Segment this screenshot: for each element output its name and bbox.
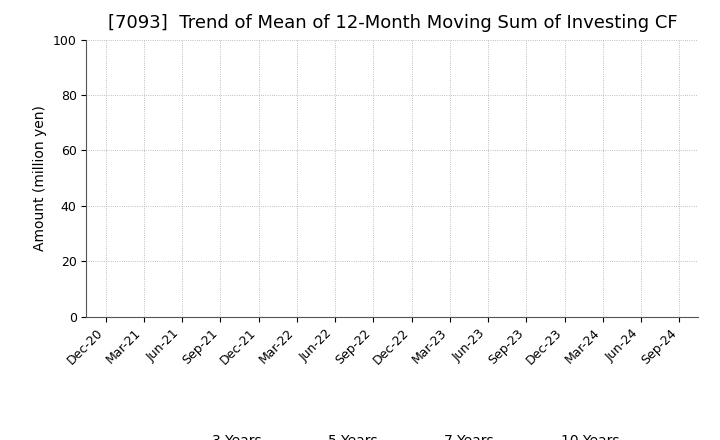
Legend: 3 Years, 5 Years, 7 Years, 10 Years: 3 Years, 5 Years, 7 Years, 10 Years: [161, 429, 624, 440]
Title: [7093]  Trend of Mean of 12-Month Moving Sum of Investing CF: [7093] Trend of Mean of 12-Month Moving …: [107, 15, 678, 33]
Y-axis label: Amount (million yen): Amount (million yen): [33, 105, 48, 251]
